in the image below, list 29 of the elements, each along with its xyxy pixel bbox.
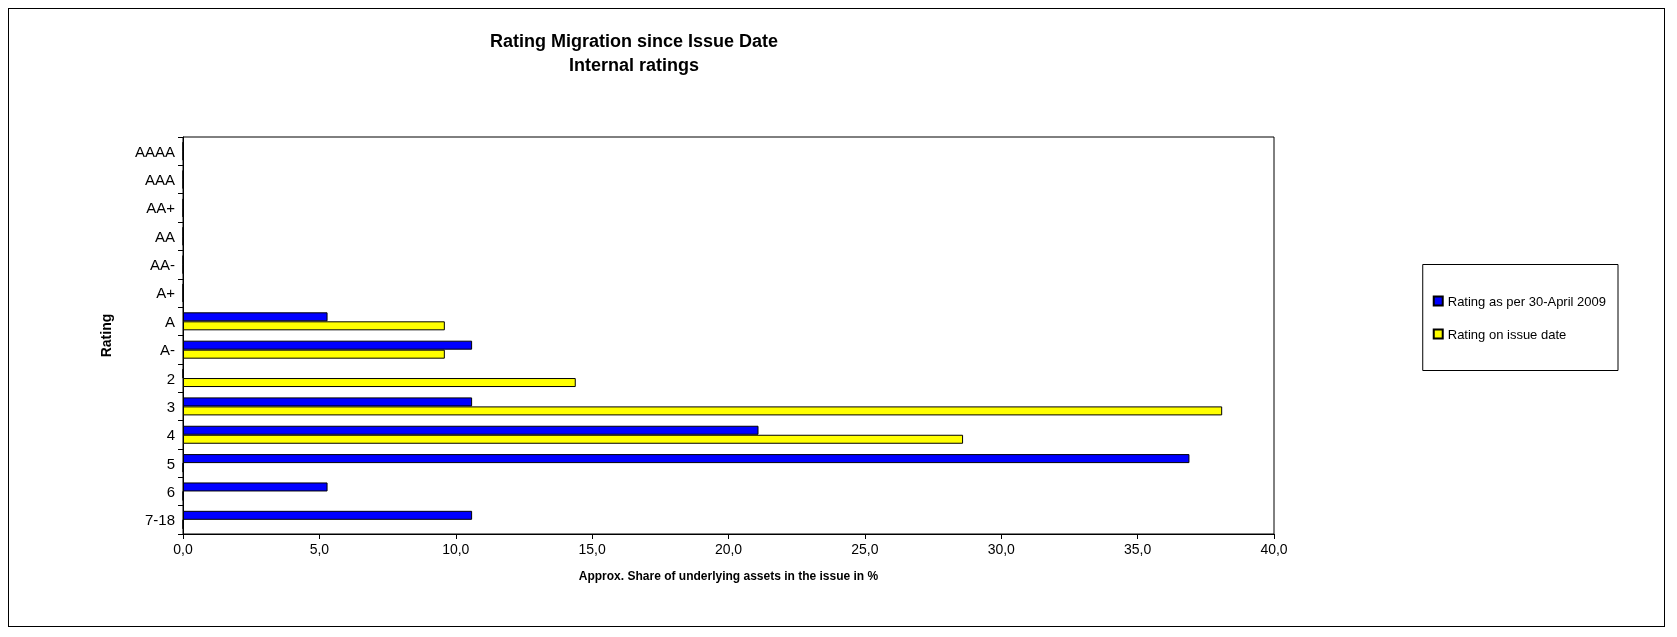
y-tick-label: A+ <box>156 284 176 302</box>
x-tick-label: 25,0 <box>851 541 879 557</box>
x-tick-label: 5,0 <box>309 541 330 557</box>
chart-title: Rating Migration since Issue Date <box>489 31 779 51</box>
x-tick-label: 30,0 <box>987 541 1016 557</box>
y-axis-title: Rating <box>98 313 114 358</box>
y-tick-label: 6 <box>166 482 175 500</box>
x-tick-label: 40,0 <box>1260 541 1288 557</box>
y-tick-label: 2 <box>166 369 175 387</box>
y-tick-label: AAA <box>144 171 175 189</box>
y-tick-label: 7-18 <box>144 511 175 529</box>
y-tick-label: AA+ <box>146 199 176 217</box>
chart-subtitle: Internal ratings <box>568 55 700 75</box>
y-tick-label: A- <box>160 341 175 359</box>
x-tick-label: 35,0 <box>1124 541 1152 557</box>
y-tick-label: 4 <box>166 426 175 444</box>
x-tick-label: 20,0 <box>714 541 743 557</box>
legend-label: Rating as per 30-April 2009 <box>1447 293 1607 309</box>
legend-label: Rating on issue date <box>1447 326 1567 342</box>
x-axis-title: Approx. Share of underlying assets in the issue in % <box>578 569 879 583</box>
x-tick-label: 10,0 <box>442 541 470 557</box>
y-tick-label: 3 <box>166 397 175 415</box>
x-tick-label: 15,0 <box>578 541 606 557</box>
y-tick-label: AA <box>154 227 175 245</box>
y-tick-label: AAAA <box>134 142 175 160</box>
x-tick-label: 0,0 <box>173 541 193 557</box>
y-tick-label: 5 <box>166 454 175 472</box>
y-tick-label: AA- <box>149 256 175 274</box>
y-tick-label: A <box>164 312 175 330</box>
